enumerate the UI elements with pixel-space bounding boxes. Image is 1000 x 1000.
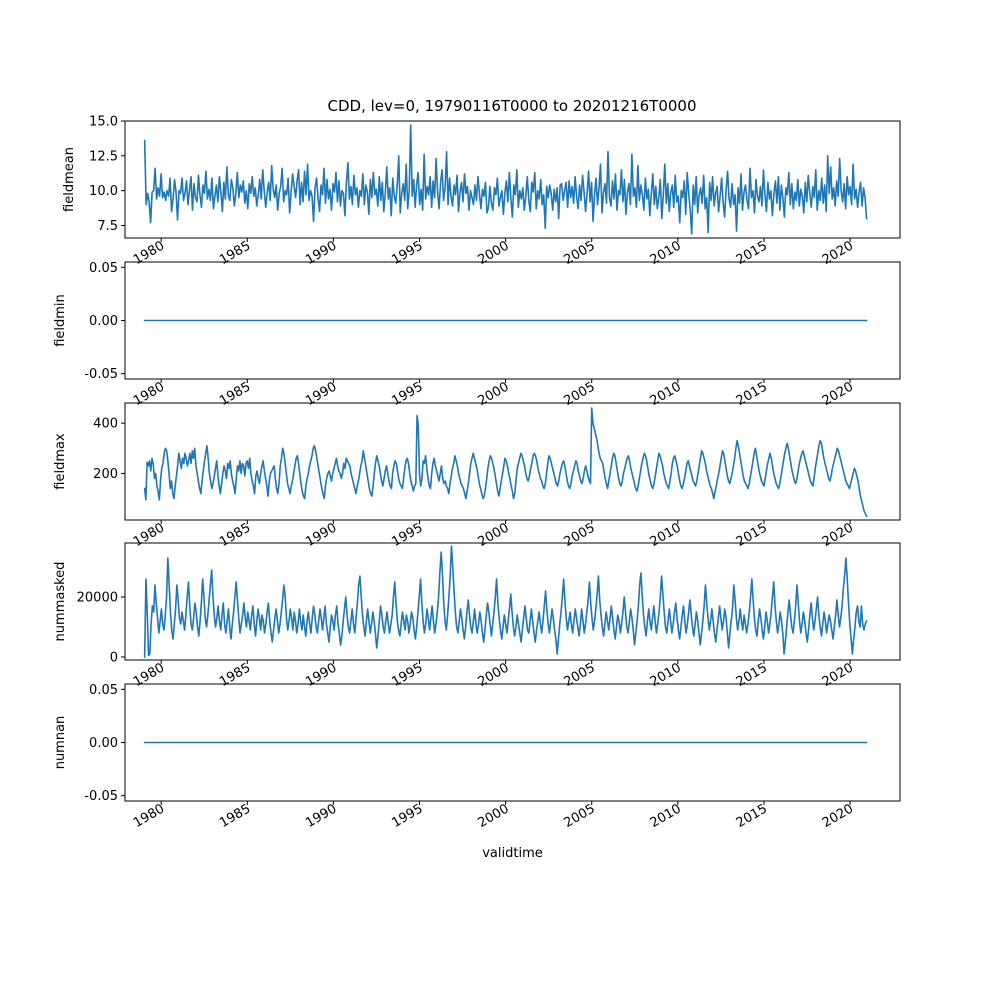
- y-axis-label: fieldmax: [53, 433, 68, 490]
- y-tick-label: 0.05: [89, 261, 118, 276]
- y-tick-label: 7.5: [97, 219, 118, 234]
- y-tick-label: 0: [110, 651, 118, 666]
- y-axis-label: fieldmean: [62, 147, 77, 212]
- y-tick-label: 20000: [77, 591, 118, 606]
- axes-frame-nummasked: [124, 542, 901, 661]
- series-line-nummasked: [143, 545, 868, 658]
- y-tick-label: 0.05: [89, 683, 118, 698]
- x-axis-label: validtime: [482, 846, 543, 861]
- y-tick-label: 12.5: [89, 149, 118, 164]
- series-line-fieldmax: [143, 407, 868, 518]
- series-line-fieldmean: [143, 124, 868, 235]
- y-tick-label: 15.0: [89, 115, 118, 130]
- y-tick-label: 0.00: [89, 314, 118, 329]
- axes-frame-fieldmax: [124, 402, 901, 521]
- y-tick-label: 0.00: [89, 736, 118, 751]
- y-tick-label: -0.05: [84, 789, 118, 804]
- y-axis-label: nummasked: [53, 562, 68, 642]
- y-axis-label: fieldmin: [53, 294, 68, 347]
- y-tick-label: 400: [93, 417, 118, 432]
- y-tick-label: 10.0: [89, 184, 118, 199]
- y-axis-label: numnan: [53, 716, 68, 770]
- axes-frame-fieldmean: [124, 120, 901, 239]
- chart-title: CDD, lev=0, 19790116T0000 to 20201216T00…: [328, 97, 697, 115]
- y-tick-label: 200: [93, 467, 118, 482]
- y-tick-label: -0.05: [84, 367, 118, 382]
